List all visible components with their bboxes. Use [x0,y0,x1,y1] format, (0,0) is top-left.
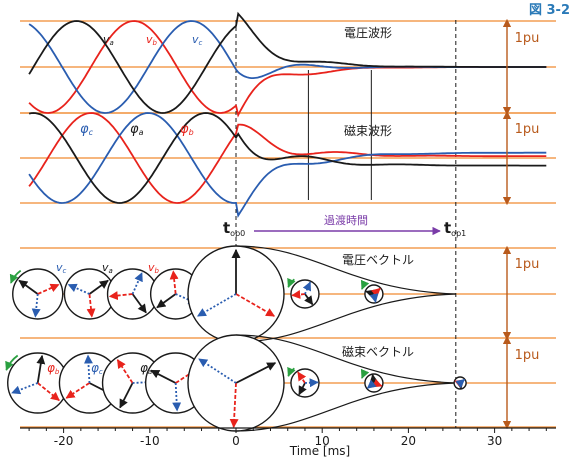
flux-vector-c [198,358,237,384]
flux-vector-a [298,382,307,396]
flux-vector-a [455,379,465,390]
voltage-vector-title: 電圧ベクトル [342,253,414,267]
vector-label-va: va [102,261,113,275]
flux-vector-b [175,367,200,384]
series-label-vb: vb [146,33,158,47]
flux-envelope-bottom [235,382,456,432]
series-label-phic: φc [80,122,94,137]
flux-vector-c [172,382,182,412]
flux-vector-c [366,379,377,389]
flux-vector-b [65,382,90,399]
voltage-rotation-arrow [360,279,370,290]
t-op0-label: top0 [223,219,245,238]
vector-label-phic: φc [91,361,103,376]
flux-vector-c [11,382,39,395]
flux-vector-a [150,369,177,384]
vector-diagrams [5,245,467,432]
voltage-vector-b [108,291,133,301]
pu-label-flux-wave: 1pu [515,122,540,137]
voltage-vector-a [131,293,147,314]
voltage-envelope-bottom [235,293,456,343]
flux-vector-a [36,354,46,384]
series-label-phia: φa [130,122,144,137]
x-tick-label: 0 [232,434,240,448]
flux-rotation-arrow [360,368,370,379]
x-axis: -20 -10 0 10 20 30 [20,427,556,448]
flux-wave-phia [28,112,547,204]
voltage-vector-a [304,293,314,306]
flux-wave-phib [28,112,547,204]
flux-waveform-title: 磁束波形 [344,123,392,138]
voltage-vector-b [291,290,306,299]
x-tick-label: 10 [315,434,330,448]
flux-vector-b [297,371,307,384]
x-tick-label: 20 [401,434,416,448]
flux-vector-c [83,354,93,384]
voltage-vector-b [86,293,96,318]
voltage-vector-c [369,293,379,303]
voltage-vector-a [18,279,39,295]
series-label-va: va [103,33,114,47]
flux-wave-phic [28,112,547,218]
x-axis-label: Time [ms] [289,444,351,458]
voltage-envelope-top [235,245,456,295]
flux-vector-a [119,382,134,409]
vector-label-phib: φb [47,361,60,376]
voltage-rotation-arrow [9,269,22,284]
flux-vector-b [229,382,239,428]
voltage-vector-c [196,293,237,317]
x-tick-label: -10 [140,434,160,448]
voltage-vector-a [156,293,177,309]
flux-envelope-top [235,334,456,384]
pu-label-voltage-wave: 1pu [515,31,540,46]
voltage-vector-b [169,270,179,295]
voltage-vector-a [88,279,109,295]
flux-vector-a [369,373,379,384]
flux-vector-c [455,378,466,389]
waveforms [28,11,547,218]
transition-label: 過渡時間 [324,213,368,227]
vector-label-vb: vb [148,261,160,275]
voltage-vector-b [371,287,381,298]
vector-label-phia: φa [140,361,152,376]
voltage-vector-b [235,293,276,317]
flux-vector-b [37,382,60,402]
x-tick-label: 30 [487,434,502,448]
voltage-rotation-arrow [287,277,296,288]
flux-vector-b [116,359,134,384]
series-label-vc: vc [192,33,203,47]
t-op1-label: top1 [444,219,466,238]
voltage-waveform-title: 電圧波形 [344,26,392,40]
x-tick-label: -20 [54,434,74,448]
pu-label-voltage-vector: 1pu [515,257,540,272]
pu-label-flux-vector: 1pu [515,348,540,363]
flux-rotation-arrow [5,354,19,371]
flux-vector-title: 磁束ベクトル [342,344,414,359]
vector-label-vc: vc [56,261,67,275]
flux-rotation-arrow [287,366,296,377]
flux-vector-a [235,362,277,384]
figure-label: 図 3-2 [529,3,570,18]
series-label-phib: φb [180,122,194,137]
voltage-vector-b [37,283,60,295]
voltage-wave-va [28,11,547,114]
